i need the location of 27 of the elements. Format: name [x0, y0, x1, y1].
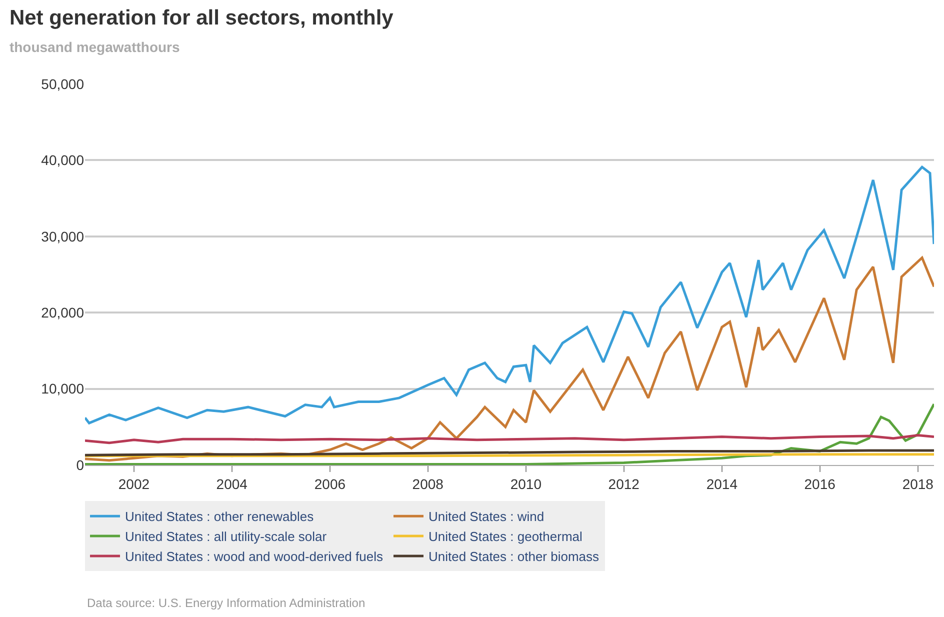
x-tick-label: 2004 [216, 476, 248, 492]
legend-label: United States : geothermal [428, 529, 583, 544]
y-tick-label: 30,000 [41, 228, 84, 244]
x-tick-label: 2016 [804, 476, 836, 492]
y-tick-label: 40,000 [41, 152, 84, 168]
y-tick-label: 0 [76, 456, 84, 473]
y-tick-label: 10,000 [41, 380, 84, 397]
x-tick-label: 2014 [706, 476, 738, 492]
legend-label: United States : other biomass [428, 549, 600, 564]
chart-subtitle: thousand megawatthours [9, 38, 180, 55]
legend-label: United States : other renewables [125, 509, 314, 524]
y-tick-label: 20,000 [41, 304, 84, 320]
x-tick-label: 2018 [902, 476, 934, 492]
x-tick-label: 2002 [118, 476, 150, 492]
x-tick-label: 2008 [412, 476, 444, 492]
line-series [85, 402, 934, 465]
x-tick-label: 2006 [314, 476, 346, 492]
x-tick-label: 2010 [510, 476, 542, 492]
line-series [85, 166, 934, 424]
line-series [85, 434, 934, 444]
x-tick-label: 2012 [608, 476, 640, 492]
y-tick-label: 50,000 [41, 76, 84, 92]
legend-label: United States : wood and wood-derived fuels [125, 549, 384, 564]
chart-title: Net generation for all sectors, monthly [9, 6, 394, 30]
legend-label: United States : all utility-scale solar [125, 529, 328, 544]
source-note: Data source: U.S. Energy Information Administration [87, 596, 366, 610]
legend-label: United States : wind [428, 509, 544, 524]
